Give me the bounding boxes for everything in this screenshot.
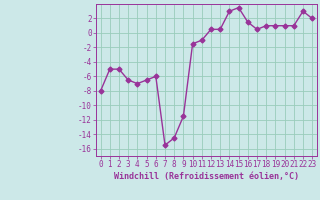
X-axis label: Windchill (Refroidissement éolien,°C): Windchill (Refroidissement éolien,°C) bbox=[114, 172, 299, 181]
